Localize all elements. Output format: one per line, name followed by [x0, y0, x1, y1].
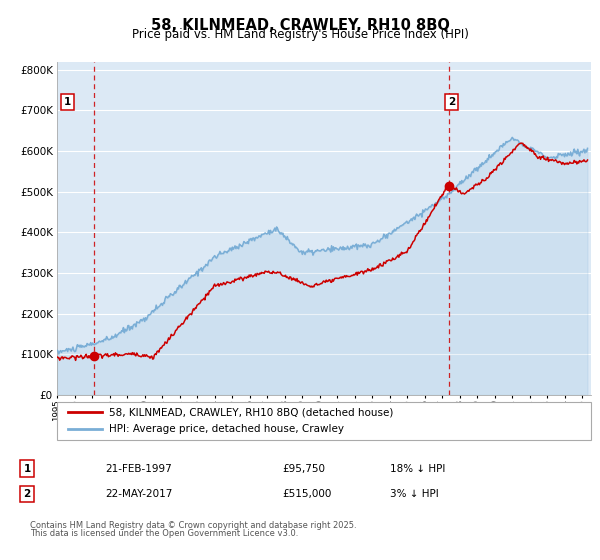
- Text: 2: 2: [23, 489, 31, 499]
- Text: Price paid vs. HM Land Registry's House Price Index (HPI): Price paid vs. HM Land Registry's House …: [131, 28, 469, 41]
- Text: Contains HM Land Registry data © Crown copyright and database right 2025.: Contains HM Land Registry data © Crown c…: [30, 521, 356, 530]
- Text: 58, KILNMEAD, CRAWLEY, RH10 8BQ: 58, KILNMEAD, CRAWLEY, RH10 8BQ: [151, 18, 449, 32]
- Text: 21-FEB-1997: 21-FEB-1997: [105, 464, 172, 474]
- Text: 1: 1: [23, 464, 31, 474]
- Text: 2: 2: [448, 97, 455, 107]
- Text: 18% ↓ HPI: 18% ↓ HPI: [390, 464, 445, 474]
- Text: This data is licensed under the Open Government Licence v3.0.: This data is licensed under the Open Gov…: [30, 529, 298, 538]
- Text: 3% ↓ HPI: 3% ↓ HPI: [390, 489, 439, 499]
- Text: £95,750: £95,750: [282, 464, 325, 474]
- Text: 58, KILNMEAD, CRAWLEY, RH10 8BQ (detached house): 58, KILNMEAD, CRAWLEY, RH10 8BQ (detache…: [109, 407, 394, 417]
- Text: HPI: Average price, detached house, Crawley: HPI: Average price, detached house, Craw…: [109, 424, 344, 434]
- Text: 22-MAY-2017: 22-MAY-2017: [105, 489, 172, 499]
- Text: £515,000: £515,000: [282, 489, 331, 499]
- Text: 1: 1: [64, 97, 71, 107]
